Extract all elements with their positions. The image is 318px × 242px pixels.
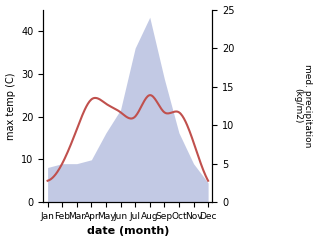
- Y-axis label: max temp (C): max temp (C): [5, 72, 16, 140]
- X-axis label: date (month): date (month): [87, 227, 169, 236]
- Y-axis label: med. precipitation
(kg/m2): med. precipitation (kg/m2): [293, 64, 313, 148]
